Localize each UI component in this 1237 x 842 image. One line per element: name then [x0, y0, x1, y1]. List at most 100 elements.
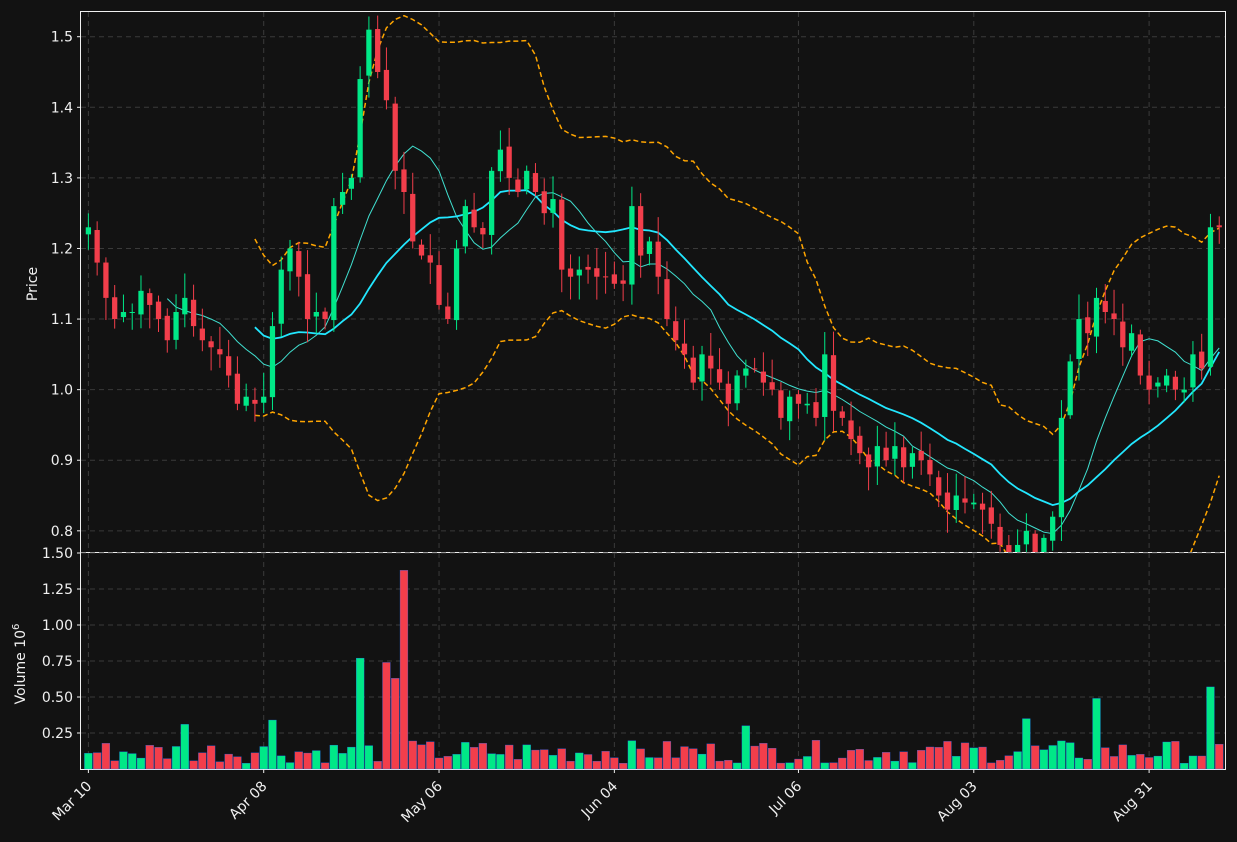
volume-bar	[1074, 757, 1084, 770]
volume-bar	[978, 746, 987, 770]
volume-bar	[750, 745, 759, 770]
candle-body	[462, 206, 468, 247]
candle-body	[1172, 376, 1179, 390]
price-tick-label: 1.3	[51, 171, 73, 187]
candle-body	[427, 255, 433, 263]
candle-body	[182, 297, 188, 315]
candle-body	[629, 206, 635, 285]
volume-bar	[285, 762, 295, 770]
volume-bar	[1031, 745, 1040, 770]
candle-body	[471, 209, 477, 228]
volume-tick-label: 1.00	[42, 618, 73, 634]
volume-bar	[1153, 755, 1162, 770]
volume-bar	[443, 756, 452, 770]
volume-bar	[180, 724, 189, 770]
volume-bar	[1145, 757, 1154, 770]
volume-bar	[1197, 755, 1206, 770]
volume-bar	[531, 749, 540, 770]
volume-bar	[364, 745, 373, 770]
volume-bar	[487, 753, 496, 770]
volume-bar	[1136, 754, 1145, 770]
volume-bar	[1109, 756, 1119, 770]
volume-bar	[207, 745, 216, 770]
volume-bar	[741, 725, 750, 770]
volume-bar	[1188, 755, 1198, 770]
volume-bar	[426, 741, 435, 770]
volume-bar	[820, 762, 829, 770]
volume-bar	[697, 753, 707, 770]
volume-bar	[619, 763, 628, 770]
candle-body	[287, 248, 293, 272]
volume-bar	[154, 747, 163, 770]
candle-body	[1076, 319, 1082, 360]
volume-bar	[136, 757, 146, 770]
volume-bar	[557, 748, 566, 770]
x-axis-ticks: Mar 10 Apr 08 May 06 Jun 04 Jul 06 Aug 03 Aug …	[49, 769, 1156, 826]
candle-body	[489, 170, 495, 235]
candle-body	[541, 191, 547, 214]
candle-body	[1164, 375, 1170, 386]
volume-bar	[399, 570, 409, 770]
candle-body	[857, 435, 863, 454]
volume-bar	[303, 752, 312, 770]
candle-body	[690, 357, 696, 383]
volume-bar	[969, 747, 978, 770]
volume-panel: 0.25 0.50 0.75 1.00 1.25 1.50 Volume 106	[11, 546, 1226, 770]
volume-bar	[882, 752, 891, 770]
volume-bar	[496, 754, 505, 770]
volume-bar	[391, 678, 400, 770]
candle-body	[962, 498, 968, 503]
volume-bar	[706, 743, 715, 770]
volume-bar	[960, 742, 970, 770]
volume-y-ticks: 0.25 0.50 0.75 1.00 1.25 1.50	[42, 546, 81, 742]
candle-body	[550, 199, 556, 213]
candle-body	[1050, 516, 1056, 541]
volume-bar	[198, 752, 207, 770]
price-grid	[81, 12, 1225, 552]
candle-body	[532, 173, 539, 192]
candle-body	[129, 312, 135, 313]
candle-body	[269, 326, 276, 398]
volume-bar	[610, 757, 619, 770]
candle-body	[909, 453, 916, 467]
candle-body	[112, 297, 118, 320]
volume-bar	[803, 756, 812, 770]
volume-bar	[987, 762, 996, 770]
price-tick-label: 0.9	[51, 453, 73, 469]
price-axis-label: Price	[25, 267, 41, 301]
candle-body	[1207, 227, 1214, 367]
candle-body	[515, 179, 521, 192]
candle-body	[567, 268, 574, 277]
candle-body	[313, 312, 319, 317]
volume-bar	[1180, 763, 1189, 770]
volume-bar	[434, 757, 444, 770]
candle-body	[147, 293, 153, 305]
price-tick-label: 0.8	[51, 524, 73, 540]
volume-bar	[1092, 698, 1101, 770]
candle-body	[822, 354, 828, 417]
candle-body	[1155, 382, 1161, 387]
candle-body	[410, 193, 416, 242]
candle-body	[594, 268, 600, 277]
candle-body	[620, 280, 626, 284]
candle-body	[497, 149, 504, 172]
volume-bar	[338, 753, 347, 770]
volume-bar	[899, 751, 908, 770]
volume-bar	[329, 744, 338, 770]
candle-body	[576, 269, 582, 276]
volume-bar	[592, 761, 601, 770]
volume-bar	[461, 742, 470, 770]
volume-bar	[250, 752, 260, 770]
x-tick-label: Apr 08	[226, 779, 270, 823]
volume-bar	[294, 751, 303, 770]
volume-bar	[724, 760, 733, 770]
candle-body	[120, 312, 127, 318]
volume-bar	[1162, 741, 1171, 770]
candle-body	[936, 477, 942, 496]
candle-body	[716, 369, 723, 383]
candle-body	[611, 274, 617, 284]
candle-body	[708, 355, 714, 369]
candle-body	[278, 269, 284, 324]
volume-bar	[995, 760, 1005, 770]
volume-bar	[943, 741, 952, 770]
